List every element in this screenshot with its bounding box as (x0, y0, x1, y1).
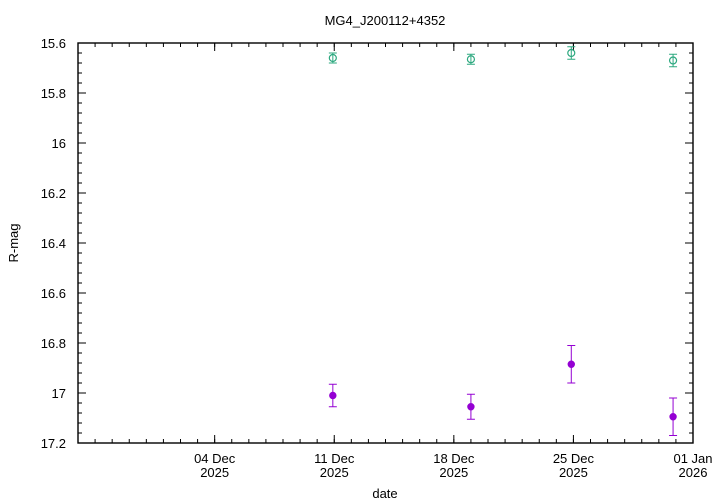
data-point (466, 393, 475, 420)
point-marker (669, 413, 677, 421)
y-tick-label: 16 (52, 136, 66, 151)
y-axis-label: R-mag (6, 223, 21, 262)
point-marker (668, 56, 678, 65)
data-point (567, 46, 576, 60)
point-marker (567, 360, 575, 368)
data-marks (328, 46, 678, 436)
point-marker (467, 403, 475, 411)
chart-title: MG4_J200112+4352 (325, 13, 446, 28)
x-tick-label: 11 Dec (314, 451, 355, 466)
point-marker (567, 48, 576, 58)
x-tick-label: 18 Dec (433, 451, 475, 466)
x-tick-label: 01 Jan (673, 451, 712, 466)
point-marker (328, 53, 337, 63)
x-tick-label-year: 2025 (559, 465, 588, 480)
y-tick-label: 15.8 (41, 86, 66, 101)
point-marker (329, 391, 337, 400)
point-marker (466, 55, 476, 64)
y-tick-label: 15.6 (41, 36, 66, 51)
y-tick-label: 16.4 (41, 236, 66, 251)
data-point (567, 345, 576, 384)
data-point (669, 397, 678, 436)
data-point (328, 52, 337, 64)
y-tick-label: 17.2 (41, 436, 66, 451)
y-tick-label: 16.2 (41, 186, 66, 201)
x-tick-label-year: 2026 (679, 465, 708, 480)
data-point (328, 383, 337, 408)
data-point (668, 53, 678, 68)
x-tick-label-year: 2025 (439, 465, 468, 480)
x-tick-label-year: 2025 (320, 465, 349, 480)
y-tick-label: 16.6 (41, 286, 66, 301)
plot-frame (77, 42, 694, 444)
x-tick-label-year: 2025 (200, 465, 229, 480)
data-point (466, 53, 476, 65)
y-tick-label: 16.8 (41, 336, 66, 351)
x-tick-label: 25 Dec (553, 451, 595, 466)
x-tick-label: 04 Dec (194, 451, 236, 466)
x-axis-label: date (372, 486, 397, 501)
y-tick-label: 17 (52, 386, 66, 401)
